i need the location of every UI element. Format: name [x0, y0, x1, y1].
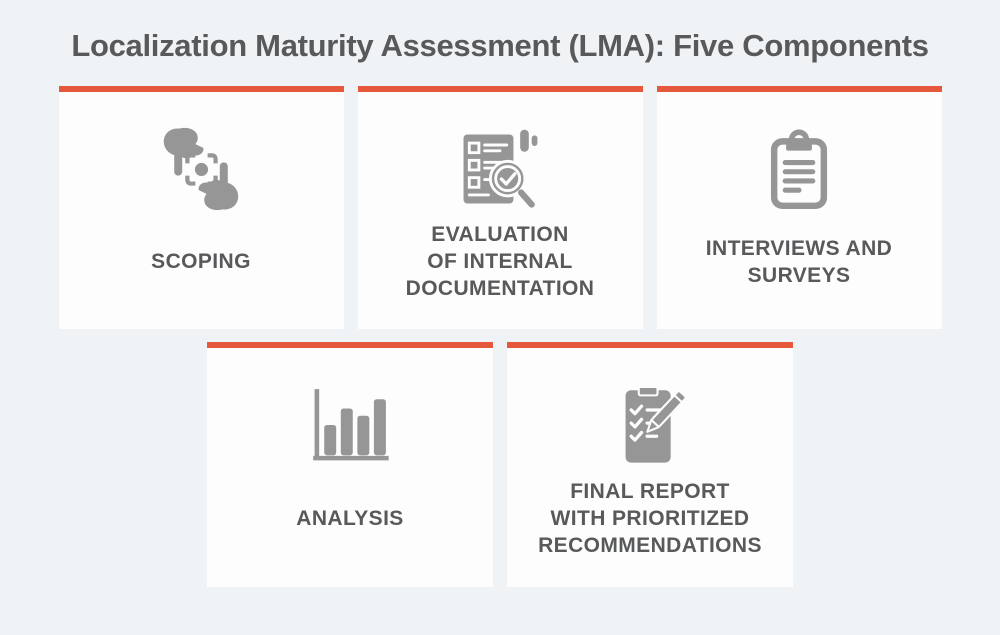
card-scoping-icon-wrap [154, 121, 248, 217]
card-evaluation-label: EVALUATION OF INTERNAL DOCUMENTATION [405, 223, 595, 301]
card-final-report-label: FINAL REPORT WITH PRIORITIZED RECOMMENDA… [538, 480, 762, 558]
card-evaluation: EVALUATION OF INTERNAL DOCUMENTATION [357, 85, 643, 329]
card-interviews: INTERVIEWS AND SURVEYS [656, 85, 942, 329]
checklist-magnifier-icon [463, 129, 538, 208]
card-evaluation-icon-wrap [452, 121, 548, 217]
page-title: Localization Maturity Assessment (LMA): … [71, 28, 929, 63]
top-row: SCOPING [0, 85, 1000, 329]
card-interviews-label: INTERVIEWS AND SURVEYS [705, 236, 893, 287]
card-analysis: ANALYSIS [207, 341, 493, 587]
card-final-report: FINAL REPORT WITH PRIORITIZED RECOMMENDA… [507, 341, 793, 587]
framing-hands-icon [163, 127, 239, 210]
bar-chart-icon [313, 388, 389, 461]
card-scoping: SCOPING [58, 85, 344, 329]
card-analysis-icon-wrap [304, 377, 396, 473]
report-pencil-icon [625, 385, 687, 463]
card-final-report-icon-wrap [603, 377, 697, 473]
clipboard-survey-icon [770, 129, 828, 209]
card-interviews-icon-wrap [753, 121, 845, 217]
card-scoping-label: SCOPING [151, 250, 251, 274]
card-analysis-label: ANALYSIS [296, 507, 404, 531]
bottom-row: ANALYSIS [0, 341, 1000, 587]
